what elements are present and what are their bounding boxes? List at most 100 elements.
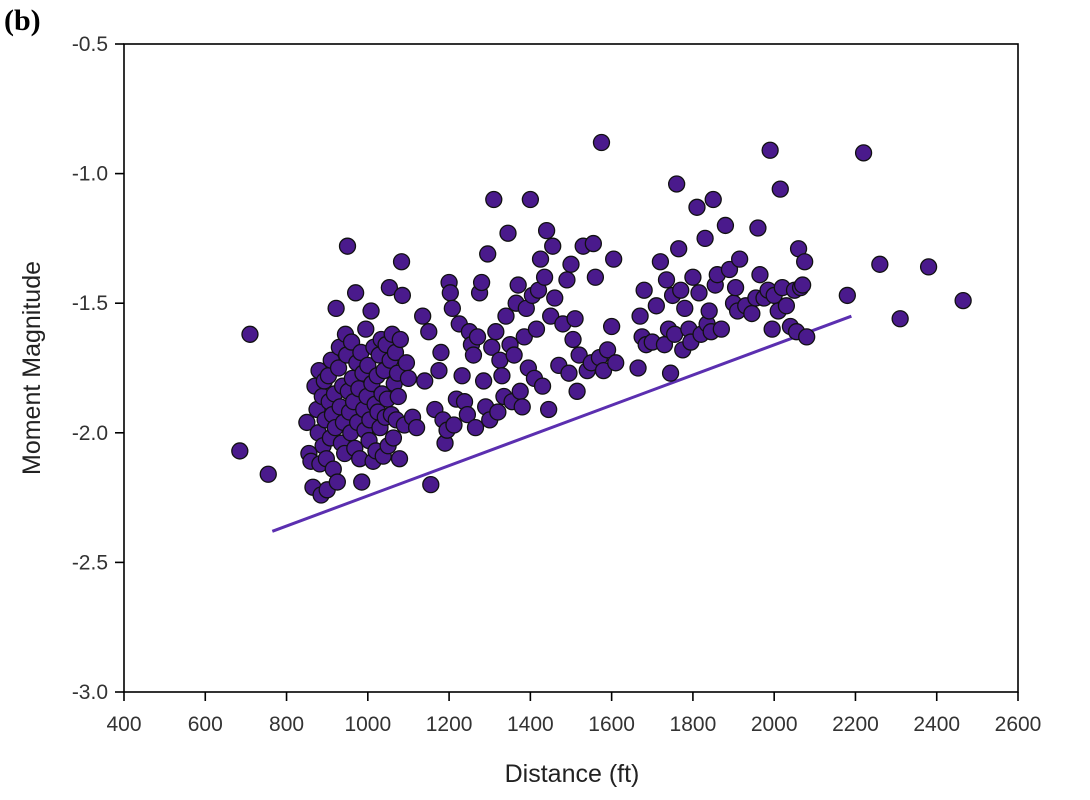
data-point <box>479 245 497 263</box>
data-point <box>761 141 779 159</box>
data-point <box>393 286 412 305</box>
data-point <box>672 281 690 299</box>
data-point <box>472 273 491 292</box>
x-tick-label: 2400 <box>913 713 960 736</box>
data-point <box>607 354 625 372</box>
data-point <box>647 297 665 315</box>
data-point <box>399 369 418 388</box>
data-point <box>362 302 380 320</box>
data-point <box>684 268 702 286</box>
data-point <box>793 276 812 294</box>
y-tick-label: -2.5 <box>72 551 108 574</box>
data-point <box>397 354 416 372</box>
data-point <box>777 297 796 315</box>
data-point <box>474 372 493 390</box>
plot-frame <box>123 43 1019 693</box>
data-point <box>688 198 706 216</box>
data-point <box>605 250 623 268</box>
data-point <box>704 190 722 209</box>
trend-line-group <box>271 314 852 533</box>
data-point <box>838 286 856 305</box>
data-point <box>854 144 873 162</box>
panel-label: (b) <box>4 4 41 37</box>
data-point <box>891 310 909 328</box>
data-point <box>420 323 438 341</box>
data-point <box>594 361 613 380</box>
data-point <box>487 323 505 341</box>
data-point <box>432 343 450 362</box>
data-point <box>515 328 533 346</box>
x-tick-label: 400 <box>106 713 141 736</box>
data-point <box>329 359 348 377</box>
data-point <box>598 341 617 359</box>
data-point <box>564 330 582 349</box>
data-point <box>720 260 739 279</box>
data-point <box>546 289 564 307</box>
data-point <box>241 325 259 343</box>
data-point <box>513 398 531 416</box>
data-point <box>629 359 647 377</box>
tick-labels: 400 600 800 1000 1200 1400 1600 1800 2000 2200 240… <box>72 33 1042 736</box>
data-point <box>505 346 523 364</box>
data-point <box>416 372 434 390</box>
x-tick-label: 800 <box>269 713 304 736</box>
y-tick-label: -2.0 <box>72 422 108 445</box>
data-point <box>231 442 249 460</box>
data-point <box>751 266 769 284</box>
x-axis-title: Distance (ft) <box>505 760 640 788</box>
data-point <box>690 284 708 302</box>
data-point <box>499 224 517 242</box>
data-point <box>380 278 399 297</box>
data-point <box>445 416 463 434</box>
data-point <box>537 221 556 240</box>
data-point <box>489 403 507 421</box>
data-point <box>763 320 781 338</box>
data-point <box>668 175 686 193</box>
data-point <box>560 364 578 382</box>
data-point <box>497 307 515 325</box>
data-point <box>696 229 714 248</box>
data-point <box>407 418 426 437</box>
data-point <box>954 291 972 310</box>
data-point <box>749 219 767 237</box>
data-point <box>357 320 375 338</box>
data-point <box>485 190 503 209</box>
data-point <box>298 413 316 432</box>
data-point <box>414 307 432 325</box>
data-point <box>592 133 611 152</box>
data-point <box>712 320 731 338</box>
data-point <box>743 304 761 323</box>
data-point <box>535 268 554 286</box>
trend-line <box>271 314 852 533</box>
data-point <box>346 284 365 302</box>
x-tick-label: 600 <box>188 713 223 736</box>
data-point <box>631 307 649 325</box>
data-point <box>353 473 371 491</box>
data-point <box>338 237 357 255</box>
data-point <box>661 364 680 382</box>
y-axis-title: Moment Magnitude <box>18 261 46 475</box>
data-point <box>602 317 621 336</box>
data-point <box>568 382 586 400</box>
data-point <box>700 302 718 320</box>
data-point <box>796 253 814 271</box>
data-point <box>509 276 527 294</box>
x-tick-label: 2600 <box>995 713 1042 736</box>
data-point <box>871 255 889 273</box>
data-point <box>441 284 459 302</box>
data-point <box>771 180 789 198</box>
axes <box>115 43 1019 701</box>
data-point <box>726 278 745 297</box>
data-point <box>464 346 483 364</box>
data-point <box>493 367 511 385</box>
data-point <box>327 299 345 318</box>
data-point <box>566 310 584 328</box>
x-tick-label: 2000 <box>751 713 798 736</box>
data-point <box>651 253 670 271</box>
data-point <box>584 234 602 253</box>
data-point <box>527 320 546 338</box>
data-point <box>562 255 580 273</box>
data-point <box>716 216 735 235</box>
data-point <box>558 271 576 289</box>
